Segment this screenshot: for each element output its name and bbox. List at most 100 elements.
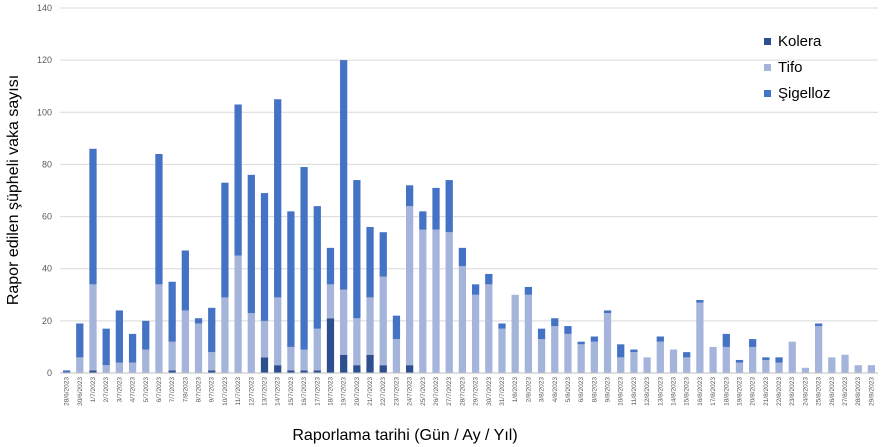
bar-segment-şigelloz [735, 359, 744, 363]
x-tick-label: 4/7/2023 [130, 377, 137, 403]
x-tick-label: 6/7/2023 [156, 377, 163, 403]
x-tick-label: 7/7/2023 [169, 377, 176, 403]
bar-segment-tifo [762, 359, 770, 373]
bar-segment-kolera [353, 365, 361, 373]
bar-segment-şigelloz [445, 180, 453, 233]
bar-segment-şigelloz [300, 167, 308, 350]
bar-segment-şigelloz [524, 286, 532, 295]
bar-segment-kolera [406, 365, 414, 373]
bar-segment-şigelloz [406, 185, 414, 207]
bar-segment-tifo [340, 289, 348, 355]
y-tick-label: 120 [37, 55, 52, 65]
bar-segment-şigelloz [313, 206, 321, 329]
gridlines [60, 7, 878, 322]
bar-segment-şigelloz [630, 349, 638, 353]
y-tick-label: 60 [42, 212, 52, 222]
bar-segment-şigelloz [353, 180, 361, 319]
x-tick-label: 22/8/2023 [776, 377, 783, 406]
bar-segment-kolera [89, 370, 97, 373]
x-tick-label: 12/7/2023 [248, 377, 255, 406]
x-tick-label: 18/7/2023 [327, 377, 334, 406]
bar-segment-tifo [128, 362, 137, 373]
bar-segment-şigelloz [62, 370, 71, 373]
x-tick-label: 8/7/2023 [196, 377, 203, 403]
x-tick-label: 28/7/2023 [459, 377, 466, 406]
x-tick-label: 13/7/2023 [262, 377, 269, 406]
bar-segment-şigelloz [696, 300, 704, 303]
bar-segment-tifo [287, 346, 295, 371]
x-tick-label: 27/8/2023 [842, 377, 849, 406]
bar-segment-tifo [208, 352, 216, 371]
y-tick-label: 0 [47, 368, 52, 378]
bar-segment-şigelloz [471, 284, 480, 295]
x-tick-label: 29/7/2023 [473, 377, 480, 406]
bar-segment-tifo [366, 297, 374, 355]
bar-segment-tifo [669, 349, 678, 373]
bar-segment-şigelloz [340, 60, 348, 290]
x-tick-label: 27/7/2023 [446, 377, 453, 406]
bar-segment-tifo [432, 229, 440, 373]
legend-label: Kolera [778, 33, 822, 50]
bar-segment-tifo [326, 284, 335, 319]
x-tick-label: 26/8/2023 [829, 377, 836, 406]
bar-segment-tifo [696, 302, 704, 373]
bar-segment-tifo [564, 333, 572, 373]
bar-segment-tifo [617, 357, 625, 373]
y-axis-ticks: 0 20 40 60 80 100 120 140 [37, 3, 52, 378]
x-tick-label: 19/7/2023 [341, 377, 348, 406]
bar-segment-şigelloz [432, 187, 440, 230]
bar-segment-tifo [643, 357, 651, 373]
bar-segment-tifo [76, 357, 84, 373]
bar-segment-tifo [867, 365, 876, 373]
x-tick-label: 18/8/2023 [723, 377, 730, 406]
bar-segment-tifo [524, 294, 532, 373]
x-tick-label: 1/7/2023 [90, 377, 97, 403]
bar-segment-tifo [353, 318, 361, 366]
bar-segment-tifo [854, 365, 862, 373]
bar-segment-tifo [551, 326, 559, 373]
bar-segment-şigelloz [537, 328, 546, 340]
bar-segment-şigelloz [260, 193, 269, 321]
bars [62, 60, 876, 373]
bar-segment-şigelloz [815, 323, 823, 327]
bar-segment-tifo [841, 354, 849, 373]
bar-segment-tifo [775, 362, 783, 373]
bar-segment-tifo [247, 313, 255, 373]
y-tick-label: 80 [42, 159, 52, 169]
bar-segment-şigelloz [274, 99, 282, 298]
x-tick-label: 15/7/2023 [288, 377, 295, 406]
bar-segment-şigelloz [775, 357, 783, 363]
x-tick-label: 14/7/2023 [275, 377, 282, 406]
bar-segment-kolera [300, 370, 308, 373]
bar-segment-şigelloz [379, 232, 387, 277]
bar-segment-tifo [419, 229, 427, 373]
bar-segment-şigelloz [326, 247, 335, 285]
bar-segment-şigelloz [683, 352, 691, 358]
bar-segment-tifo [801, 367, 810, 373]
x-tick-label: 2/8/2023 [525, 377, 532, 403]
bar-segment-kolera [326, 318, 335, 373]
bar-segment-kolera [274, 365, 282, 373]
bar-segment-şigelloz [181, 250, 189, 311]
bar-segment-kolera [379, 365, 387, 373]
bar-segment-tifo [709, 346, 717, 373]
bar-segment-şigelloz [458, 247, 467, 267]
x-tick-label: 31/7/2023 [499, 377, 506, 406]
bar-segment-tifo [471, 294, 480, 373]
bar-segment-şigelloz [762, 357, 770, 360]
bar-segment-şigelloz [155, 154, 163, 285]
x-tick-label: 21/8/2023 [763, 377, 770, 406]
x-tick-label: 17/8/2023 [710, 377, 717, 406]
bar-segment-şigelloz [722, 333, 730, 347]
bar-segment-şigelloz [617, 344, 625, 358]
x-tick-label: 23/8/2023 [789, 377, 796, 406]
legend-swatch [764, 38, 771, 45]
x-tick-label: 30/7/2023 [486, 377, 493, 406]
legend-swatch [764, 90, 771, 97]
x-tick-label: 16/8/2023 [697, 377, 704, 406]
bar-segment-şigelloz [221, 182, 229, 298]
bar-segment-tifo [260, 320, 269, 358]
bar-segment-tifo [102, 365, 110, 373]
bar-segment-şigelloz [603, 310, 612, 314]
bar-segment-şigelloz [577, 341, 585, 345]
